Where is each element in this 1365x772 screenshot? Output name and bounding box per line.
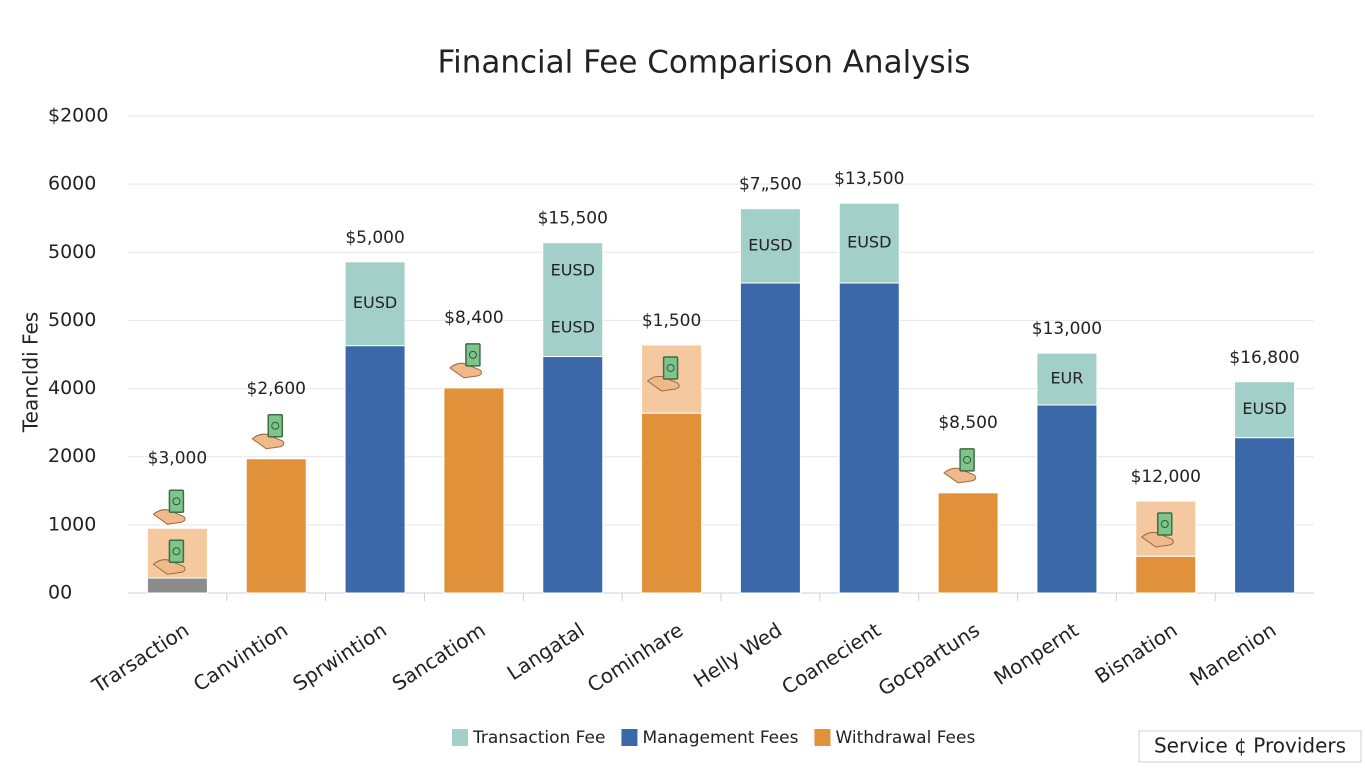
x-tick-label: Sancatiom [388, 618, 490, 696]
segment-label: EUSD [748, 235, 792, 254]
legend-label: Transaction Fee [472, 728, 605, 748]
x-tick-label: Sprwintion [288, 618, 390, 696]
money-icon [168, 489, 185, 514]
value-label: $12,000 [1131, 467, 1201, 487]
x-tick-label: Bisnation [1090, 618, 1181, 689]
bar-segment [542, 356, 604, 594]
y-tick-label: $2000 [48, 105, 108, 127]
value-label: $8,500 [938, 413, 997, 433]
segment-label: EUSD [551, 261, 595, 280]
x-tick-label: Cominhare [583, 618, 687, 697]
legend-swatch [452, 729, 468, 746]
value-label: $3,000 [148, 448, 207, 468]
segment-label: EUSD [847, 233, 891, 252]
y-axis-label: Teancldi Fes [19, 312, 43, 433]
money-icon [172, 547, 181, 556]
money-icon [662, 356, 679, 380]
y-tick-label: 4000 [48, 377, 96, 399]
legend-swatch [814, 729, 831, 746]
x-tick-label: Coanecient [777, 618, 885, 700]
x-tick-label: Trarsaction [87, 618, 193, 699]
x-tick-label: Langatal [503, 618, 589, 685]
x-tick-label: Monpernt [989, 618, 1082, 690]
y-tick-label: 1000 [48, 513, 96, 535]
legend-label: Withdrawal Fees [835, 728, 975, 748]
bar-segment [1036, 352, 1098, 406]
bar-segment [344, 345, 406, 594]
y-tick-label: 6000 [48, 173, 96, 195]
y-tick-label: 5000 [48, 241, 96, 263]
bar-segment [146, 577, 208, 594]
legend-swatch [621, 729, 638, 746]
segment-label: EUR [1050, 369, 1083, 388]
footer-box [1138, 730, 1362, 763]
bar-segment [245, 458, 307, 594]
money-icon [666, 363, 675, 372]
x-tick-label: Helly Wed [689, 618, 786, 693]
bar-segment [937, 492, 999, 594]
x-tick-label: Canvintion [189, 618, 292, 697]
money-icon [943, 467, 977, 484]
money-icon [1157, 512, 1173, 536]
money-icon [646, 375, 680, 392]
value-label: $7„500 [739, 175, 802, 195]
bar-segment [838, 202, 900, 284]
money-icon [152, 559, 186, 575]
money-icon [168, 539, 185, 564]
money-icon [172, 497, 181, 506]
value-label: $15,500 [538, 209, 608, 229]
money-icon [267, 414, 283, 438]
value-label: $2,600 [247, 379, 306, 399]
money-icon [1160, 520, 1169, 529]
bar-segment [641, 412, 703, 594]
segment-label: EUSD [353, 293, 397, 312]
bar-segment [739, 208, 801, 284]
bar-segment [1135, 555, 1197, 594]
y-tick-label: 5000 [48, 309, 96, 331]
value-label: $16,800 [1229, 348, 1299, 368]
chart-title: Financial Fee Comparison Analysis [438, 45, 971, 81]
value-label: $13,000 [1032, 319, 1102, 339]
value-label: $1,500 [642, 311, 701, 331]
money-icon [251, 433, 285, 450]
money-icon [468, 350, 477, 359]
y-tick-label: 2000 [48, 445, 96, 467]
bar-segment [542, 242, 604, 358]
bar-segment [838, 282, 900, 594]
bar-segment [344, 261, 406, 347]
x-tick-label: Gocpartuns [874, 618, 984, 701]
y-tick-label: 00 [48, 582, 72, 604]
x-tick-label: Manenion [1185, 618, 1280, 691]
bar-segment [739, 282, 801, 594]
footer-text: Service ¢ Providers [1154, 734, 1346, 758]
money-icon [959, 448, 975, 472]
bar-segment [1036, 404, 1098, 594]
segment-label: EUSD [551, 318, 595, 337]
bar-segment [443, 387, 505, 594]
money-icon [465, 343, 481, 367]
money-icon [449, 362, 483, 379]
value-label: $5,000 [345, 228, 404, 248]
legend-label: Management Fees [642, 728, 798, 748]
money-icon [963, 455, 972, 464]
money-icon [152, 509, 186, 525]
bar-segment [1234, 437, 1296, 594]
money-icon [1140, 531, 1174, 548]
segment-label: EUSD [1242, 399, 1286, 418]
value-label: $13,500 [834, 169, 904, 189]
bar-segment [1234, 381, 1296, 439]
value-label: $8,400 [444, 308, 503, 328]
money-icon [271, 421, 280, 430]
